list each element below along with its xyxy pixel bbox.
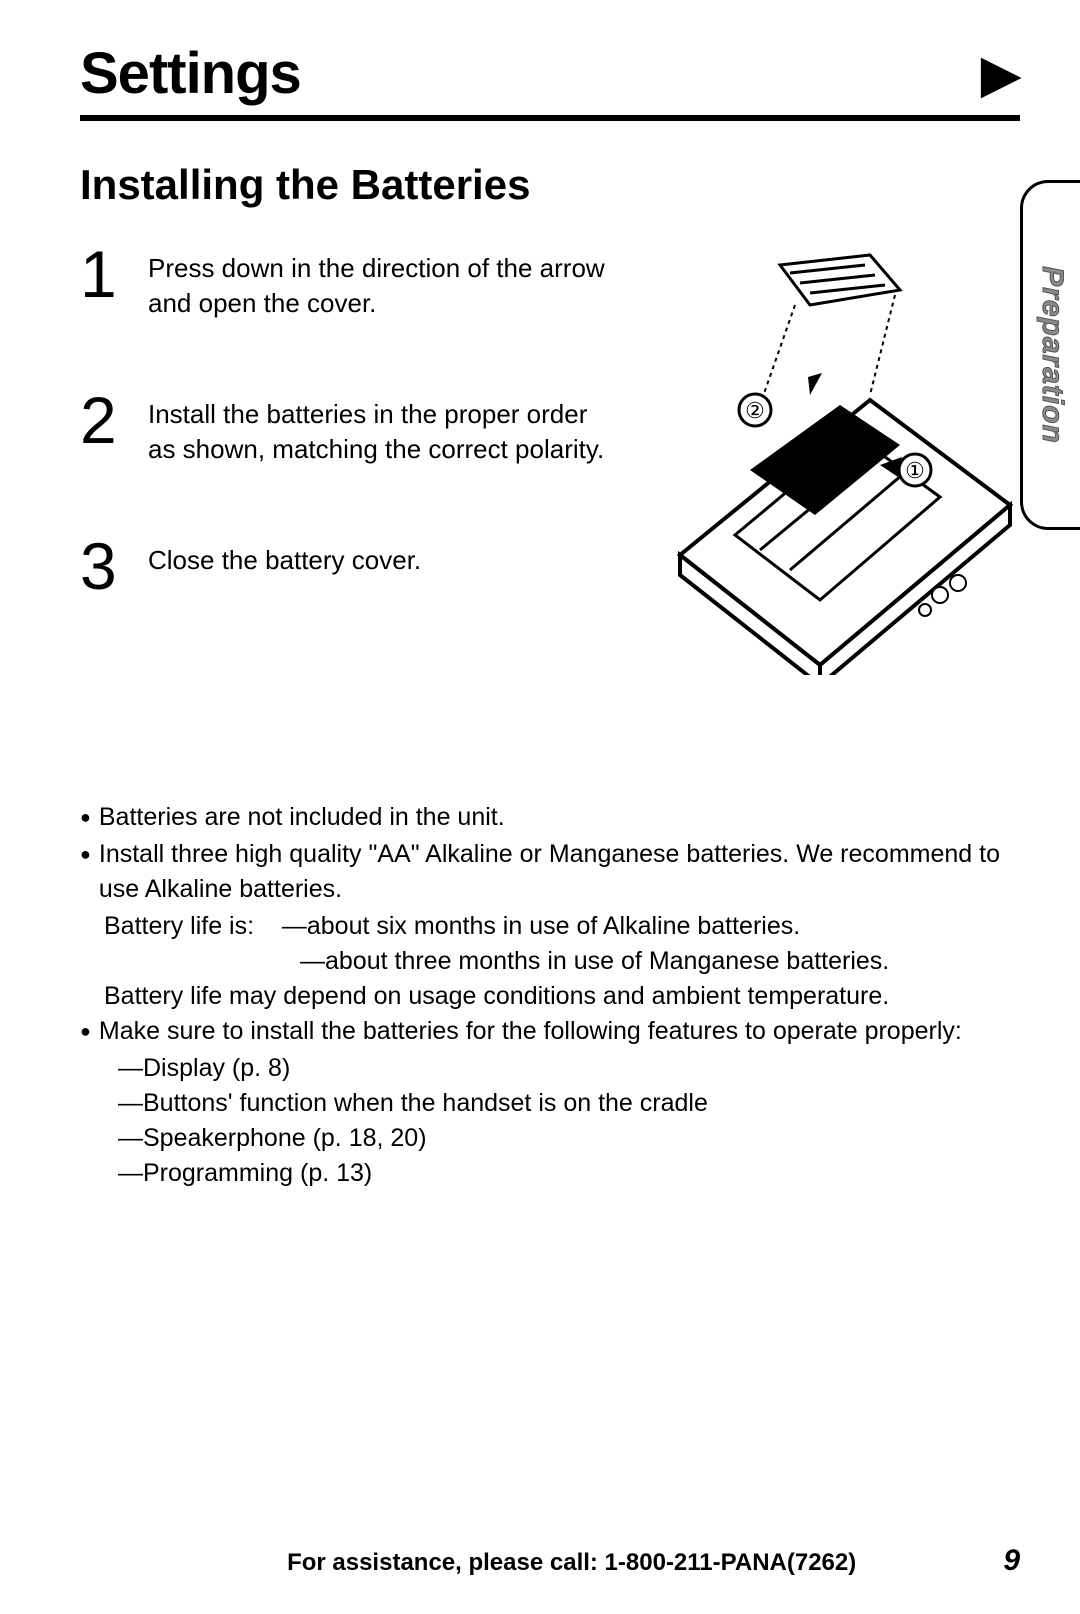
header: Settings ▶ [80, 40, 1020, 107]
assistance-line: For assistance, please call: 1-800-211-P… [140, 1549, 1003, 1577]
steps-column: 1 Press down in the direction of the arr… [80, 245, 610, 680]
note-text: Install three high quality "AA" Alkaline… [99, 837, 1020, 907]
step-text: Install the batteries in the proper orde… [148, 391, 610, 467]
step-2: 2 Install the batteries in the proper or… [80, 391, 610, 467]
title-rule [80, 115, 1020, 121]
feature-speakerphone: —Speakerphone (p. 18, 20) [80, 1121, 1020, 1156]
battery-life-depend: Battery life may depend on usage conditi… [80, 979, 1020, 1014]
content-row: 1 Press down in the direction of the arr… [80, 245, 1020, 680]
callout-1: ① [905, 458, 925, 483]
callout-2: ② [745, 398, 765, 423]
notes-block: ● Batteries are not included in the unit… [80, 800, 1020, 1191]
battery-life-alkaline: —about six months in use of Alkaline bat… [282, 912, 800, 940]
note-sub: Battery life is: —about six months in us… [80, 909, 1020, 944]
note-bullet-3: ● Make sure to install the batteries for… [80, 1014, 1020, 1049]
note-text: Make sure to install the batteries for t… [99, 1014, 1020, 1049]
step-number: 3 [80, 537, 124, 596]
battery-life-label: Battery life is: [104, 912, 254, 940]
step-number: 2 [80, 391, 124, 450]
note-bullet-1: ● Batteries are not included in the unit… [80, 800, 1020, 835]
note-text: Batteries are not included in the unit. [99, 800, 1020, 835]
note-bullet-2: ● Install three high quality "AA" Alkali… [80, 837, 1020, 907]
bullet-icon: ● [80, 837, 91, 871]
section-tab: Preparation [1020, 180, 1080, 530]
figure-column: ① ② [640, 245, 1020, 680]
feature-buttons: —Buttons' function when the handset is o… [80, 1086, 1020, 1121]
step-text: Press down in the direction of the arrow… [148, 245, 610, 321]
step-1: 1 Press down in the direction of the arr… [80, 245, 610, 321]
footer: For assistance, please call: 1-800-211-P… [80, 1544, 1020, 1578]
step-3: 3 Close the battery cover. [80, 537, 610, 596]
step-number: 1 [80, 245, 124, 304]
battery-life-manganese: —about three months in use of Manganese … [80, 944, 1020, 979]
page-number: 9 [1003, 1544, 1020, 1578]
bullet-icon: ● [80, 800, 91, 834]
step-text: Close the battery cover. [148, 537, 421, 578]
page-title: Settings [80, 40, 301, 107]
section-heading: Installing the Batteries [80, 161, 1020, 209]
feature-programming: —Programming (p. 13) [80, 1156, 1020, 1191]
next-page-arrow-icon: ▶ [982, 45, 1020, 103]
battery-install-illustration: ① ② [640, 245, 1020, 675]
section-tab-label: Preparation [1035, 266, 1069, 444]
bullet-icon: ● [80, 1014, 91, 1048]
feature-display: —Display (p. 8) [80, 1051, 1020, 1086]
